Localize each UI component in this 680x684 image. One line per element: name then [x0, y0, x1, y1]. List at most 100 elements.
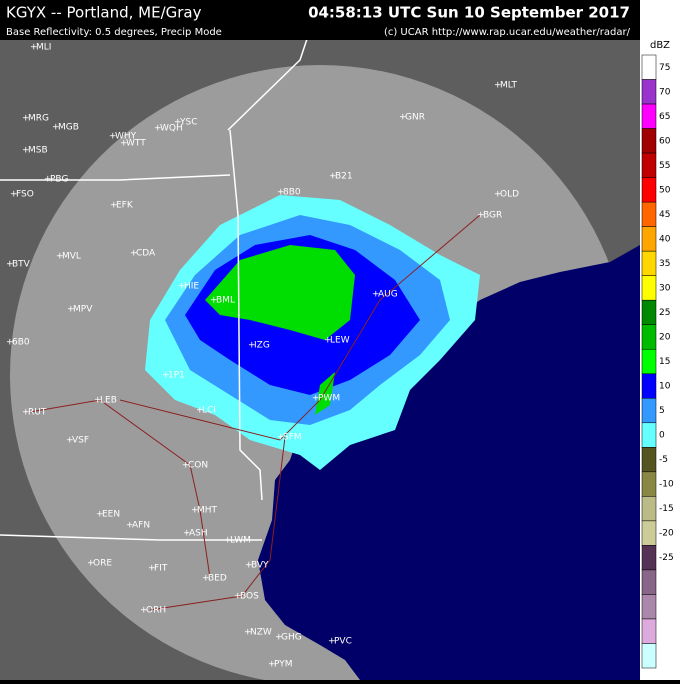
city-marker: + [277, 433, 285, 443]
city-label: LWM [230, 536, 251, 546]
city-marker: + [277, 188, 285, 198]
city-label: MSB [28, 146, 48, 156]
city-marker: + [96, 510, 104, 520]
city-label: ORE [93, 559, 112, 569]
legend-label: 70 [659, 87, 671, 97]
legend-swatch [641, 103, 657, 129]
city-marker: + [56, 252, 64, 262]
city-label: GHG [281, 633, 302, 643]
city-label: BOS [240, 592, 259, 602]
legend-label: 0 [659, 431, 665, 441]
city-marker: + [52, 123, 60, 133]
legend-label: -25 [659, 553, 674, 563]
city-marker: + [10, 190, 18, 200]
legend-label: 35 [659, 259, 670, 269]
legend-swatch [641, 618, 657, 644]
legend-swatch [641, 545, 657, 571]
legend-swatch [641, 520, 657, 546]
city-label: SFM [283, 433, 302, 443]
city-label: MHT [197, 506, 218, 516]
city-label: PYM [274, 660, 293, 670]
city-marker: + [183, 529, 191, 539]
legend-label: 50 [659, 185, 671, 195]
city-marker: + [162, 371, 170, 381]
legend-label: 45 [659, 210, 670, 220]
legend-label: 30 [659, 283, 671, 293]
city-marker: + [22, 408, 30, 418]
city-marker: + [109, 132, 117, 142]
city-label: BED [208, 574, 227, 584]
city-marker: + [494, 81, 502, 91]
legend-swatch [641, 348, 657, 375]
city-label: CDA [136, 249, 156, 259]
city-marker: + [324, 336, 332, 346]
city-label: MLI [36, 43, 51, 53]
header-bar [0, 0, 640, 40]
city-label: FSO [16, 190, 34, 200]
city-marker: + [399, 113, 407, 123]
legend-swatch [641, 643, 657, 669]
city-label: RUT [28, 408, 47, 418]
city-label: PVC [334, 637, 352, 647]
legend-label: 20 [659, 332, 671, 342]
city-marker: + [372, 290, 380, 300]
legend-label: 65 [659, 112, 670, 122]
city-label: HIE [184, 282, 199, 292]
city-label: ASH [189, 529, 208, 539]
city-marker: + [66, 436, 74, 446]
legend-swatch [641, 471, 657, 497]
legend-swatch [641, 299, 657, 325]
city-marker: + [245, 561, 253, 571]
city-marker: + [312, 394, 320, 404]
legend-label: 60 [659, 136, 671, 146]
legend-swatch [641, 324, 657, 350]
city-label: MGB [58, 123, 79, 133]
city-label: BTV [12, 260, 31, 270]
legend-swatch [641, 152, 657, 178]
city-label: PWM [318, 394, 340, 404]
legend-label: 25 [659, 308, 670, 318]
legend-label: -20 [659, 529, 674, 539]
city-label: LEW [330, 336, 350, 346]
city-label: EEN [102, 510, 120, 520]
city-marker: + [148, 564, 156, 574]
legend-swatch [641, 594, 657, 620]
city-marker: + [202, 574, 210, 584]
city-label: BGR [483, 211, 502, 221]
city-marker: + [6, 338, 14, 348]
city-label: YSC [179, 118, 198, 128]
city-label: EFK [116, 201, 134, 211]
city-label: 1P1 [168, 371, 185, 381]
city-marker: + [94, 396, 102, 406]
echo-heavy [205, 245, 355, 340]
city-marker: + [244, 628, 252, 638]
city-marker: + [275, 633, 283, 643]
legend-label: 15 [659, 357, 670, 367]
legend-label: 10 [659, 382, 671, 392]
city-marker: + [120, 139, 128, 149]
city-marker: + [126, 521, 134, 531]
city-marker: + [182, 461, 190, 471]
timestamp: 04:58:13 UTC Sun 10 September 2017 [308, 4, 630, 22]
city-label: AUG [378, 290, 398, 300]
city-label: NZW [250, 628, 272, 638]
city-label: LCI [202, 406, 216, 416]
city-label: BVY [251, 561, 269, 571]
legend-label: -15 [659, 504, 674, 514]
city-label: WQH [160, 124, 183, 134]
city-marker: + [328, 637, 336, 647]
city-label: MPV [73, 305, 93, 315]
city-marker: + [178, 282, 186, 292]
credit: (c) UCAR http://www.rap.ucar.edu/weather… [384, 27, 631, 38]
city-marker: + [329, 172, 337, 182]
legend-label: 75 [659, 63, 670, 73]
city-label: OLD [500, 190, 519, 200]
city-marker: + [477, 211, 485, 221]
city-marker: + [30, 43, 38, 53]
legend-swatch [641, 128, 657, 154]
city-marker: + [110, 201, 118, 211]
city-label: GNR [405, 113, 425, 123]
legend-swatch [641, 422, 657, 448]
legend-unit: dBZ [650, 40, 670, 51]
city-label: MRG [28, 114, 49, 124]
